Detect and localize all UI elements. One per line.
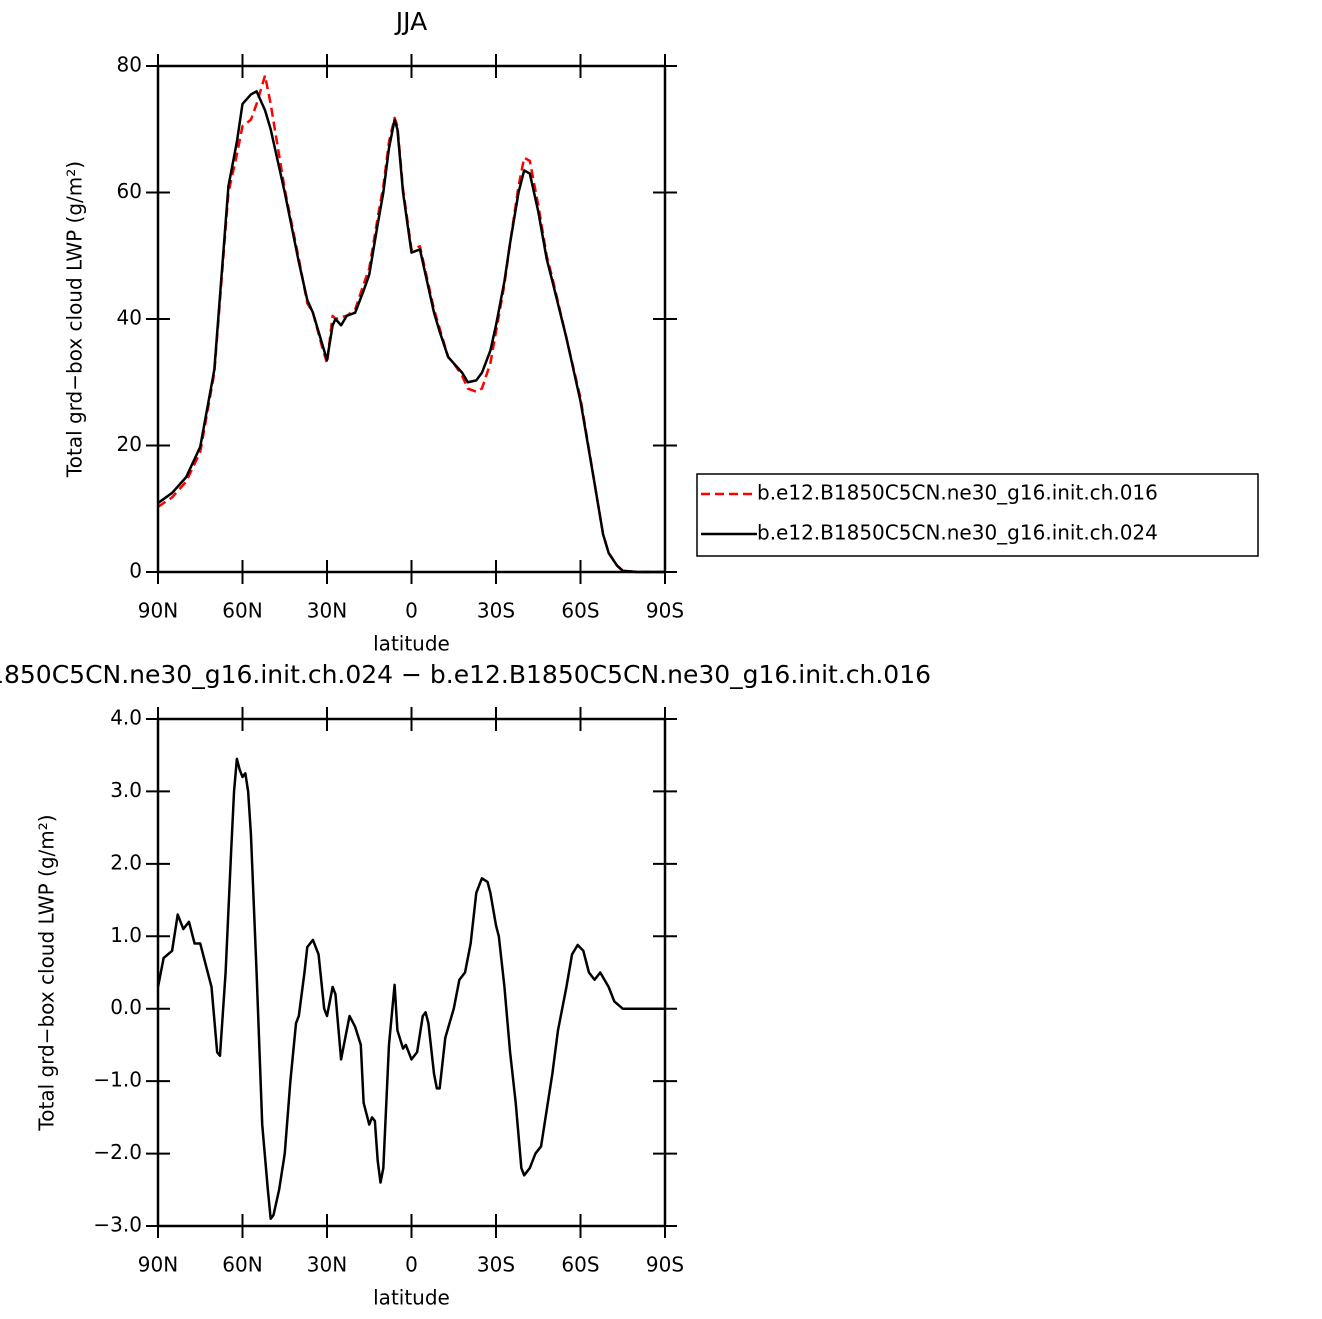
legend-box (696, 473, 1259, 557)
y-axis-label: Total grd−box cloud LWP (g/m²) (63, 161, 87, 478)
x-tick-label: 90S (646, 599, 684, 623)
x-axis-label: latitude (373, 1286, 450, 1310)
x-tick-label: 60N (222, 599, 262, 623)
y-tick-label: 20 (117, 432, 142, 456)
chart-title: b.e12.B1850C5CN.ne30_g16.init.ch.024 − b… (0, 660, 931, 689)
x-tick-label: 60S (561, 1253, 599, 1277)
y-tick-label: 60 (117, 179, 142, 203)
y-tick-label: 40 (117, 306, 142, 330)
x-tick-label: 60N (222, 1253, 262, 1277)
x-tick-label: 0 (405, 599, 418, 623)
x-tick-label: 30S (477, 1253, 515, 1277)
x-tick-label: 30N (307, 1253, 347, 1277)
x-tick-label: 90N (138, 599, 178, 623)
legend-label: b.e12.B1850C5CN.ne30_g16.init.ch.016 (757, 481, 1158, 505)
y-tick-label: −1.0 (93, 1068, 142, 1092)
x-tick-label: 90S (646, 1253, 684, 1277)
y-tick-label: 4.0 (110, 706, 142, 730)
y-tick-label: 3.0 (110, 778, 142, 802)
y-tick-label: 0.0 (110, 995, 142, 1019)
x-tick-label: 0 (405, 1253, 418, 1277)
plot-frame (156, 717, 667, 1228)
y-tick-label: −3.0 (93, 1213, 142, 1237)
data-line (156, 757, 665, 1221)
x-tick-label: 90N (138, 1253, 178, 1277)
y-tick-label: −2.0 (93, 1140, 142, 1164)
x-tick-label: 30S (477, 599, 515, 623)
y-tick-label: 0 (129, 559, 142, 583)
x-tick-label: 30N (307, 599, 347, 623)
data-line (157, 74, 665, 574)
y-tick-label: 1.0 (110, 923, 142, 947)
x-tick-label: 60S (561, 599, 599, 623)
y-tick-label: 80 (117, 53, 142, 77)
y-tick-label: 2.0 (110, 850, 142, 874)
data-line (157, 90, 665, 574)
plot-frame (156, 64, 667, 574)
chart-title: JJA (394, 7, 427, 36)
x-axis-label: latitude (373, 632, 450, 656)
y-axis-label: Total grd−box cloud LWP (g/m²) (35, 814, 59, 1131)
legend-label: b.e12.B1850C5CN.ne30_g16.init.ch.024 (757, 521, 1158, 545)
